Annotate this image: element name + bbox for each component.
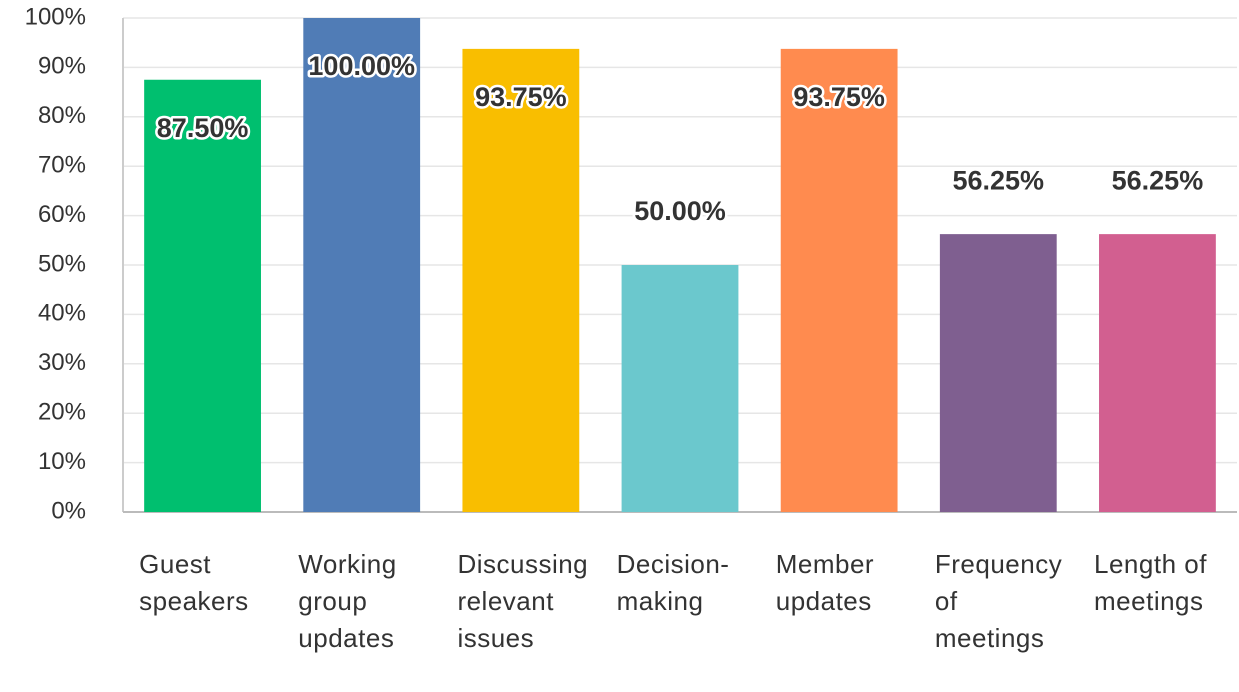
bar <box>621 265 739 512</box>
y-tick-label: 70% <box>38 152 86 179</box>
bar <box>939 234 1057 512</box>
bar <box>1099 234 1216 512</box>
y-tick-label: 10% <box>38 448 86 475</box>
bar <box>780 48 898 512</box>
data-label: 87.50% <box>157 113 249 143</box>
bar <box>144 79 261 512</box>
y-tick-label: 40% <box>38 300 86 327</box>
y-tick-label: 80% <box>38 102 86 129</box>
data-label: 50.00% <box>634 196 726 226</box>
y-tick-label: 100% <box>25 3 86 30</box>
data-label: 56.25% <box>952 165 1044 195</box>
y-tick-label: 90% <box>38 53 86 80</box>
data-label: 93.75% <box>475 82 567 112</box>
x-tick-label: Guest speakers <box>139 549 249 616</box>
x-tick-label: Length of meetings <box>1094 549 1207 616</box>
x-tick-label: Frequency of meetings <box>934 549 1063 653</box>
y-tick-label: 60% <box>38 201 86 228</box>
data-label: 56.25% <box>1112 165 1204 195</box>
bar <box>303 18 421 512</box>
y-tick-label: 50% <box>38 250 86 277</box>
x-tick-label: Discussing relevant issues <box>457 549 589 653</box>
x-tick-label: Decision-making <box>616 549 730 616</box>
data-label: 100.00% <box>308 51 415 81</box>
x-tick-label: Member updates <box>775 549 875 616</box>
bar <box>462 48 580 512</box>
y-tick-label: 0% <box>51 497 86 524</box>
y-tick-label: 20% <box>38 399 86 426</box>
data-label: 93.75% <box>793 82 885 112</box>
x-tick-label: Working group updates <box>298 549 397 653</box>
y-tick-label: 30% <box>38 349 86 376</box>
